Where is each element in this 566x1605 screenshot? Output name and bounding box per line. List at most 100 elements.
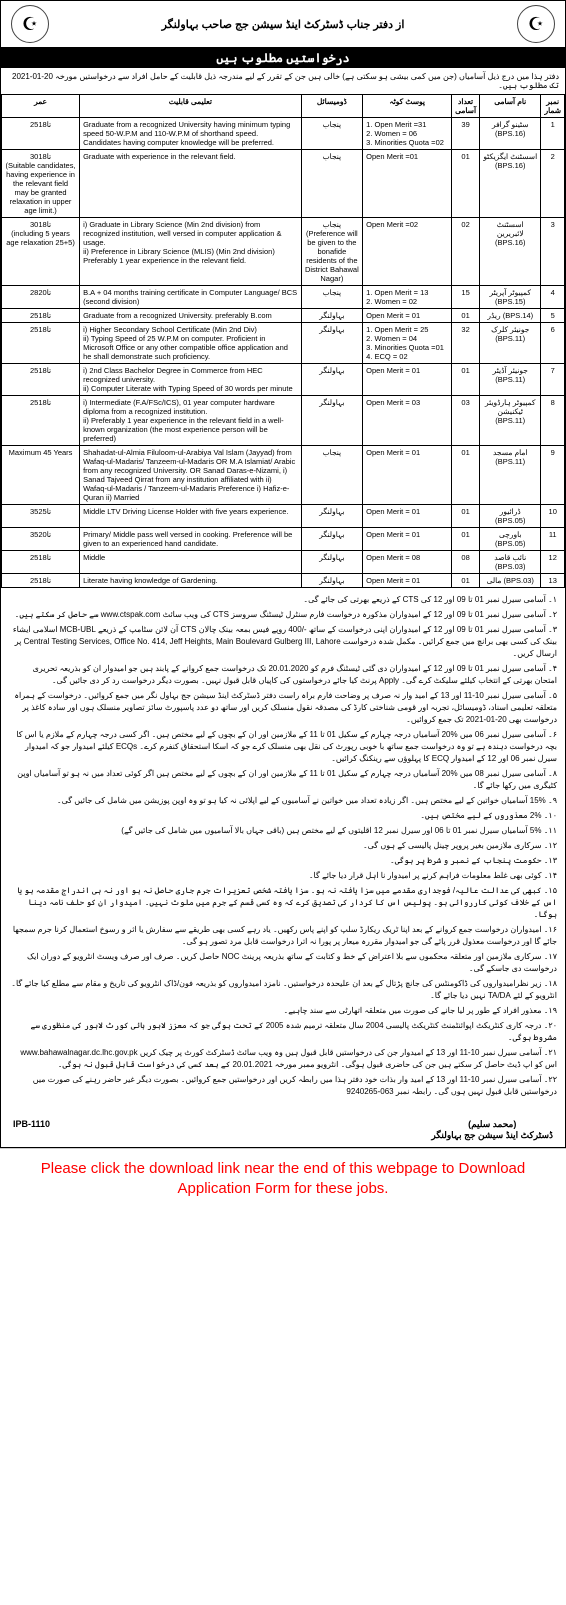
table-row: 30تا18 (including 5 years age relaxation… [2,218,565,286]
cell-age: 25تا18 [2,364,80,396]
cell-qualification: Middle LTV Driving License Holder with f… [80,505,302,528]
cell-qualification: i) Graduate in Library Science (Min 2nd … [80,218,302,286]
cell-post: مالی (BPS.03) [480,574,541,588]
cell-quota: Open Merit = 01 [363,528,452,551]
table-row: 35تا20Primary/ Middle pass well versed i… [2,528,565,551]
note-line: ۶۔ آسامی سیرل نمبر 06 میں %20 آسامیاں در… [9,729,557,765]
note-line: ۲۲۔ آسامی سیرل نمبر 10-11 اور 13 کے امید… [9,1074,557,1098]
note-line: ۳۔ آسامی سیرل نمبر 01 تا 09 اور 12 کے ام… [9,624,557,660]
govt-logo-left: ☪ [11,5,49,43]
table-row: 28تا20B.A + 04 months training certifica… [2,286,565,309]
col-domicile: ڈومیسائل [301,95,363,118]
cell-qty: 32 [452,323,480,364]
note-line: ۲۰۔ درجہ کاری کنٹریکٹ اپوائنٹمنٹ کنٹریکٹ… [9,1020,557,1044]
col-quota: پوسٹ کوٹہ [363,95,452,118]
cell-age: 30تا18 (Suitable candidates, having expe… [2,150,80,218]
cell-sr: 3 [541,218,565,286]
cell-age: 25تا18 [2,551,80,574]
signature-block: (محمد سلیم) ڈسٹرکٹ اینڈ سیشن جج بہاولنگر [431,1119,553,1141]
note-line: ۸۔ آسامی سیرل نمبر 08 میں %20 آسامیاں در… [9,768,557,792]
table-row: 35تا25Middle LTV Driving License Holder … [2,505,565,528]
table-row: 25تا18Literate having knowledge of Garde… [2,574,565,588]
cell-sr: 9 [541,446,565,505]
cell-post: اسسٹنٹ ایگزیکٹو (BPS.16) [480,150,541,218]
note-line: ۱۴۔ کوئی بھی غلط معلومات فراہم کرنے پر ا… [9,870,557,882]
cell-age: Maximum 45 Years [2,446,80,505]
signatory-designation: ڈسٹرکٹ اینڈ سیشن جج بہاولنگر [431,1130,553,1141]
table-row: 25تا18i) Intermediate (F.A/FSc/ICS), 01 … [2,396,565,446]
note-line: ۱۲۔ سرکاری ملازمین بغیر پروپر چینل پالیس… [9,840,557,852]
cell-domicile: بہاولنگر [301,551,363,574]
note-line: ۱۶۔ امیدواران درخواست جمع کروانے کے بعد … [9,924,557,948]
cell-post: اسسٹنٹ لائبریرین (BPS.16) [480,218,541,286]
note-line: ۱۳۔ حکومت پنجاب کے نمبر و شرط پر ہوگی۔ [9,855,557,867]
notes-section: ۱۔ آسامی سیرل نمبر 01 تا 09 اور 12 کی CT… [1,588,565,1113]
table-row: 25تا18i) 2nd Class Bachelor Degree in Co… [2,364,565,396]
note-line: ۱۰۔ %2 معذوروں کے لیے مختص ہیں۔ [9,810,557,822]
cell-sr: 2 [541,150,565,218]
cell-qualification: Shahadat-ul-Almia Filuloom-ul-Arabiya Va… [80,446,302,505]
cell-post: کمپیوٹر آپریٹر (BPS.15) [480,286,541,309]
cell-post: نائب قاصد (BPS.03) [480,551,541,574]
cell-quota: Open Merit = 01 [363,505,452,528]
cell-post: ڈرائیور (BPS.05) [480,505,541,528]
cell-domicile: بہاولنگر [301,396,363,446]
cell-qualification: i) Higher Secondary School Certificate (… [80,323,302,364]
note-line: ۱۹۔ معذور افراد کے طور پر لیا جانے کی صو… [9,1005,557,1017]
cell-sr: 1 [541,118,565,150]
cell-post: ریڈر (BPS.14) [480,309,541,323]
note-line: ۱۷۔ سرکاری ملازمین اور متعلقہ محکموں سے … [9,951,557,975]
cell-domicile: بہاولنگر [301,364,363,396]
cell-sr: 5 [541,309,565,323]
note-line: ۱۸۔ زیر نظرامیدواروں کی ڈاکومنٹس کی جانچ… [9,978,557,1002]
cell-qty: 39 [452,118,480,150]
table-row: 30تا18 (Suitable candidates, having expe… [2,150,565,218]
cell-age: 25تا18 [2,309,80,323]
cell-quota: Open Merit = 08 [363,551,452,574]
cell-qualification: Primary/ Middle pass well versed in cook… [80,528,302,551]
cell-qualification: Middle [80,551,302,574]
cell-qualification: i) 2nd Class Bachelor Degree in Commerce… [80,364,302,396]
cell-qualification: Graduate from a recognized University. p… [80,309,302,323]
cell-age: 25تا18 [2,323,80,364]
cell-sr: 10 [541,505,565,528]
col-qualification: تعلیمی قابلیت [80,95,302,118]
cell-quota: Open Merit = 03 [363,396,452,446]
cell-post: جونیئر کلرک (BPS.11) [480,323,541,364]
cell-qualification: Graduate from a recognized University ha… [80,118,302,150]
table-row: 25تا18MiddleبہاولنگرOpen Merit = 0808نائ… [2,551,565,574]
cell-qty: 01 [452,364,480,396]
cell-post: کمپیوٹر ہارڈویئر ٹیکنیشن (BPS.11) [480,396,541,446]
cell-qty: 02 [452,218,480,286]
table-row: 25تا18Graduate from a recognized Univers… [2,309,565,323]
download-instruction: Please click the download link near the … [0,1148,566,1208]
cell-age: 35تا20 [2,528,80,551]
cell-post: سٹینو گرافر (BPS.16) [480,118,541,150]
cell-qty: 01 [452,505,480,528]
col-sr: نمبر شمار [541,95,565,118]
note-line: ۱۔ آسامی سیرل نمبر 01 تا 09 اور 12 کی CT… [9,594,557,606]
cell-age: 25تا18 [2,118,80,150]
cell-sr: 7 [541,364,565,396]
col-qty: تعداد آسامی [452,95,480,118]
cell-domicile: بہاولنگر [301,309,363,323]
header: ☪ از دفتر جناب ڈسٹرکٹ اینڈ سیشن جج صاحب … [1,1,565,48]
cell-domicile: پنجاب [301,150,363,218]
cell-sr: 6 [541,323,565,364]
cell-quota: 1. Open Merit =31 2. Women = 06 3. Minor… [363,118,452,150]
govt-logo-right: ☪ [517,5,555,43]
note-line: ۱۱۔ %5 آسامیاں سیرل نمبر 01 تا 06 اور سی… [9,825,557,837]
vacancies-table: عمر تعلیمی قابلیت ڈومیسائل پوسٹ کوٹہ تعد… [1,94,565,588]
note-line: ۴۔ آسامی سیرل نمبر 01 تا 09 اور 12 کے ام… [9,663,557,687]
note-line: ۱۵۔ کبھی کی عدالت عالیہ/ فوجداری مقدمے م… [9,885,557,921]
cell-qualification: Graduate with experience in the relevant… [80,150,302,218]
cell-quota: Open Merit = 01 [363,446,452,505]
cell-domicile: پنجاب (Preference will be given to the b… [301,218,363,286]
cell-domicile: بہاولنگر [301,574,363,588]
cell-domicile: پنجاب [301,446,363,505]
col-age: عمر [2,95,80,118]
cell-qty: 01 [452,574,480,588]
office-title: از دفتر جناب ڈسٹرکٹ اینڈ سیشن جج صاحب بہ… [49,18,517,31]
cell-quota: Open Merit = 01 [363,364,452,396]
cell-quota: 1. Open Merit = 13 2. Women = 02 [363,286,452,309]
